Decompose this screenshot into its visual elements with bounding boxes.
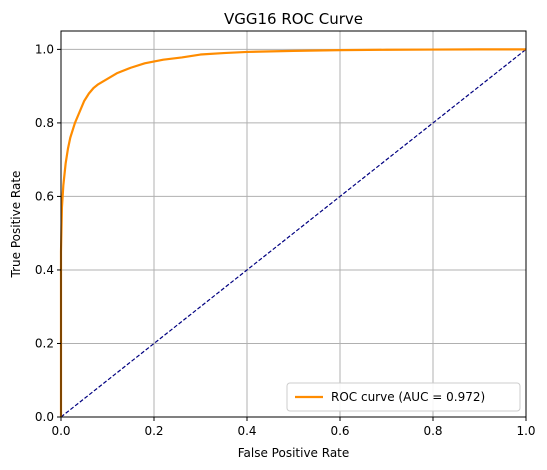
y-tick-label: 1.0 <box>35 42 54 56</box>
x-tick-label: 1.0 <box>516 424 535 438</box>
x-tick-label: 0.6 <box>330 424 349 438</box>
chart-title: VGG16 ROC Curve <box>224 10 363 28</box>
x-tick-label: 0.2 <box>144 424 163 438</box>
y-tick-label: 0.8 <box>35 116 54 130</box>
legend: ROC curve (AUC = 0.972) <box>287 383 520 411</box>
x-tick-label: 0.8 <box>423 424 442 438</box>
legend-label: ROC curve (AUC = 0.972) <box>331 390 485 404</box>
x-tick-label: 0.4 <box>237 424 256 438</box>
y-axis-label: True Positive Rate <box>9 171 23 279</box>
y-tick-label: 0.6 <box>35 189 54 203</box>
y-tick-label: 0.4 <box>35 263 54 277</box>
x-axis-label: False Positive Rate <box>238 446 350 460</box>
y-tick-label: 0.0 <box>35 410 54 424</box>
y-tick-label: 0.2 <box>35 336 54 350</box>
x-tick-label: 0.0 <box>51 424 70 438</box>
